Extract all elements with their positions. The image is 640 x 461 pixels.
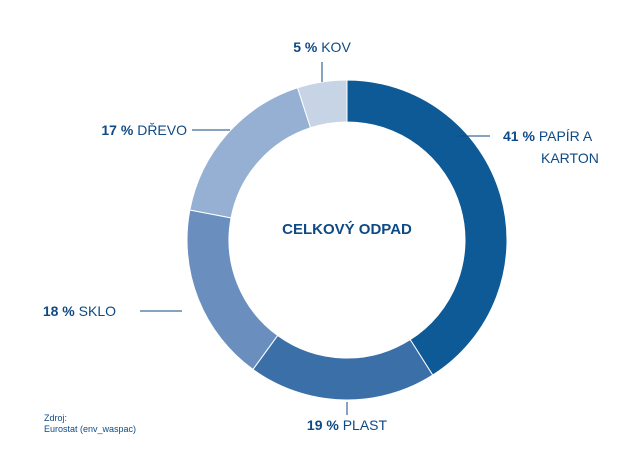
slice-percent-2: 18 % [43, 303, 79, 319]
slice-label-1: 19 % PLAST [307, 417, 388, 433]
slice-name-4-0: KOV [321, 39, 351, 55]
source-label: Zdroj: [44, 413, 68, 423]
donut-slices [186, 79, 508, 401]
donut-slice-1 [252, 334, 434, 401]
source-text: Eurostat (env_waspac) [44, 424, 137, 434]
donut-slice-0 [346, 79, 508, 376]
slice-name-0-1: KARTON [541, 150, 599, 166]
donut-slice-4 [296, 79, 348, 129]
slice-label-4: 5 % KOV [293, 39, 351, 55]
donut-slice-3 [189, 87, 312, 219]
slice-label-0: 41 % PAPÍR A KARTON [503, 128, 599, 166]
slice-name-3-0: DŘEVO [137, 122, 187, 138]
slice-percent-1: 19 % [307, 417, 343, 433]
slice-name-1-0: PLAST [343, 417, 388, 433]
slice-label-2: 18 % SKLO [43, 303, 116, 319]
slice-percent-3: 17 % [101, 122, 137, 138]
slice-name-2-0: SKLO [79, 303, 116, 319]
source-note: Zdroj: Eurostat (env_waspac) [44, 413, 136, 435]
slice-label-3: 17 % DŘEVO [101, 122, 187, 138]
slice-name-0-0: PAPÍR A [539, 128, 593, 144]
donut-slice-2 [186, 209, 279, 371]
slice-labels: 41 % PAPÍR A KARTON 19 % PLAST 18 % SKLO 17 … [43, 39, 599, 433]
slice-percent-0: 41 % [503, 128, 539, 144]
slice-percent-4: 5 % [293, 39, 321, 55]
chart-center-label: CELKOVÝ ODPAD [282, 220, 412, 238]
